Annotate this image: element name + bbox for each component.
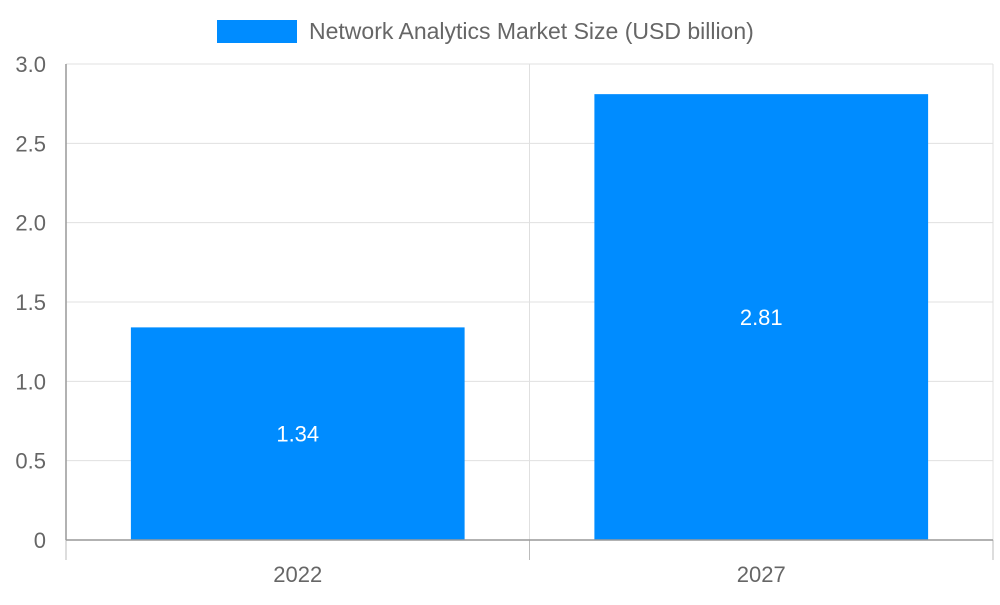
- y-tick-label: 2.0: [15, 211, 46, 236]
- legend-swatch: [217, 20, 297, 43]
- y-tick-label: 0.5: [15, 449, 46, 474]
- legend[interactable]: Network Analytics Market Size (USD billi…: [217, 18, 754, 44]
- y-tick-label: 1.5: [15, 290, 46, 315]
- y-tick-label: 3.0: [15, 52, 46, 77]
- x-tick-label: 2027: [737, 562, 786, 587]
- bars: 1.34 2.81: [130, 94, 929, 540]
- data-label: 1.34: [276, 422, 319, 447]
- bar-2022: [130, 327, 465, 540]
- y-tick-label: 0: [34, 528, 46, 553]
- x-tick-label: 2022: [273, 562, 322, 587]
- data-label: 2.81: [740, 305, 783, 330]
- y-tick-label: 1.0: [15, 369, 46, 394]
- legend-label: Network Analytics Market Size (USD billi…: [309, 18, 754, 44]
- y-tick-label: 2.5: [15, 131, 46, 156]
- axes: 0 0.5 1.0 1.5 2.0 2.5 3.0 2022 2027: [15, 52, 994, 587]
- bar-2027: [594, 94, 929, 540]
